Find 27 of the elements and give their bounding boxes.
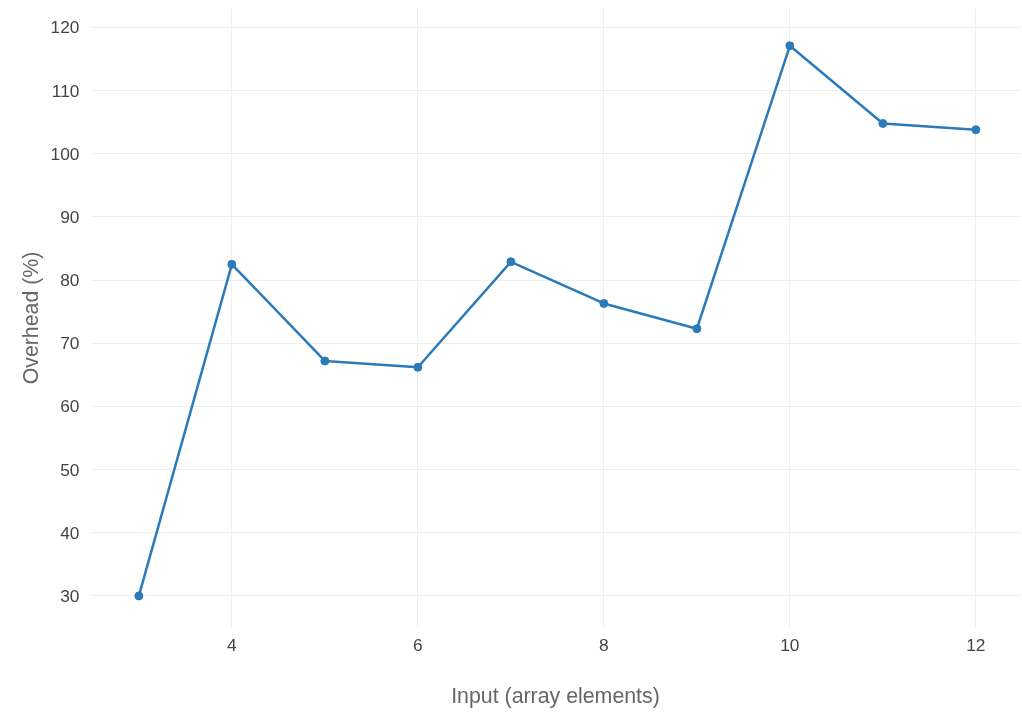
point [506,257,516,267]
point [413,362,423,372]
x-tick-label: 6 [413,634,423,655]
point [320,356,330,366]
y-tick-label: 100 [50,143,80,164]
point [692,324,702,334]
y-axis-title: Overhead (%) [18,251,43,385]
y-tick-label: 70 [60,333,80,354]
point [227,259,237,269]
y-tick-label: 50 [60,459,80,480]
x-tick-label: 8 [599,634,609,655]
y-tick-label: 110 [51,80,80,101]
y-tick-label: 80 [60,270,80,291]
point [878,118,888,128]
x-tick-label: 12 [966,634,986,655]
y-tick-label: 120 [50,17,80,38]
point [971,125,981,135]
point [134,591,144,601]
y-tick-label: 40 [60,522,80,543]
x-axis-title: Input (array elements) [451,683,660,708]
x-tick-label: 4 [227,634,238,655]
y-tick-label: 90 [60,206,80,227]
point [785,41,795,51]
y-tick-label: 60 [60,396,80,417]
y-tick-label: 30 [60,585,80,606]
point [599,298,609,308]
x-tick-label: 10 [780,634,800,655]
